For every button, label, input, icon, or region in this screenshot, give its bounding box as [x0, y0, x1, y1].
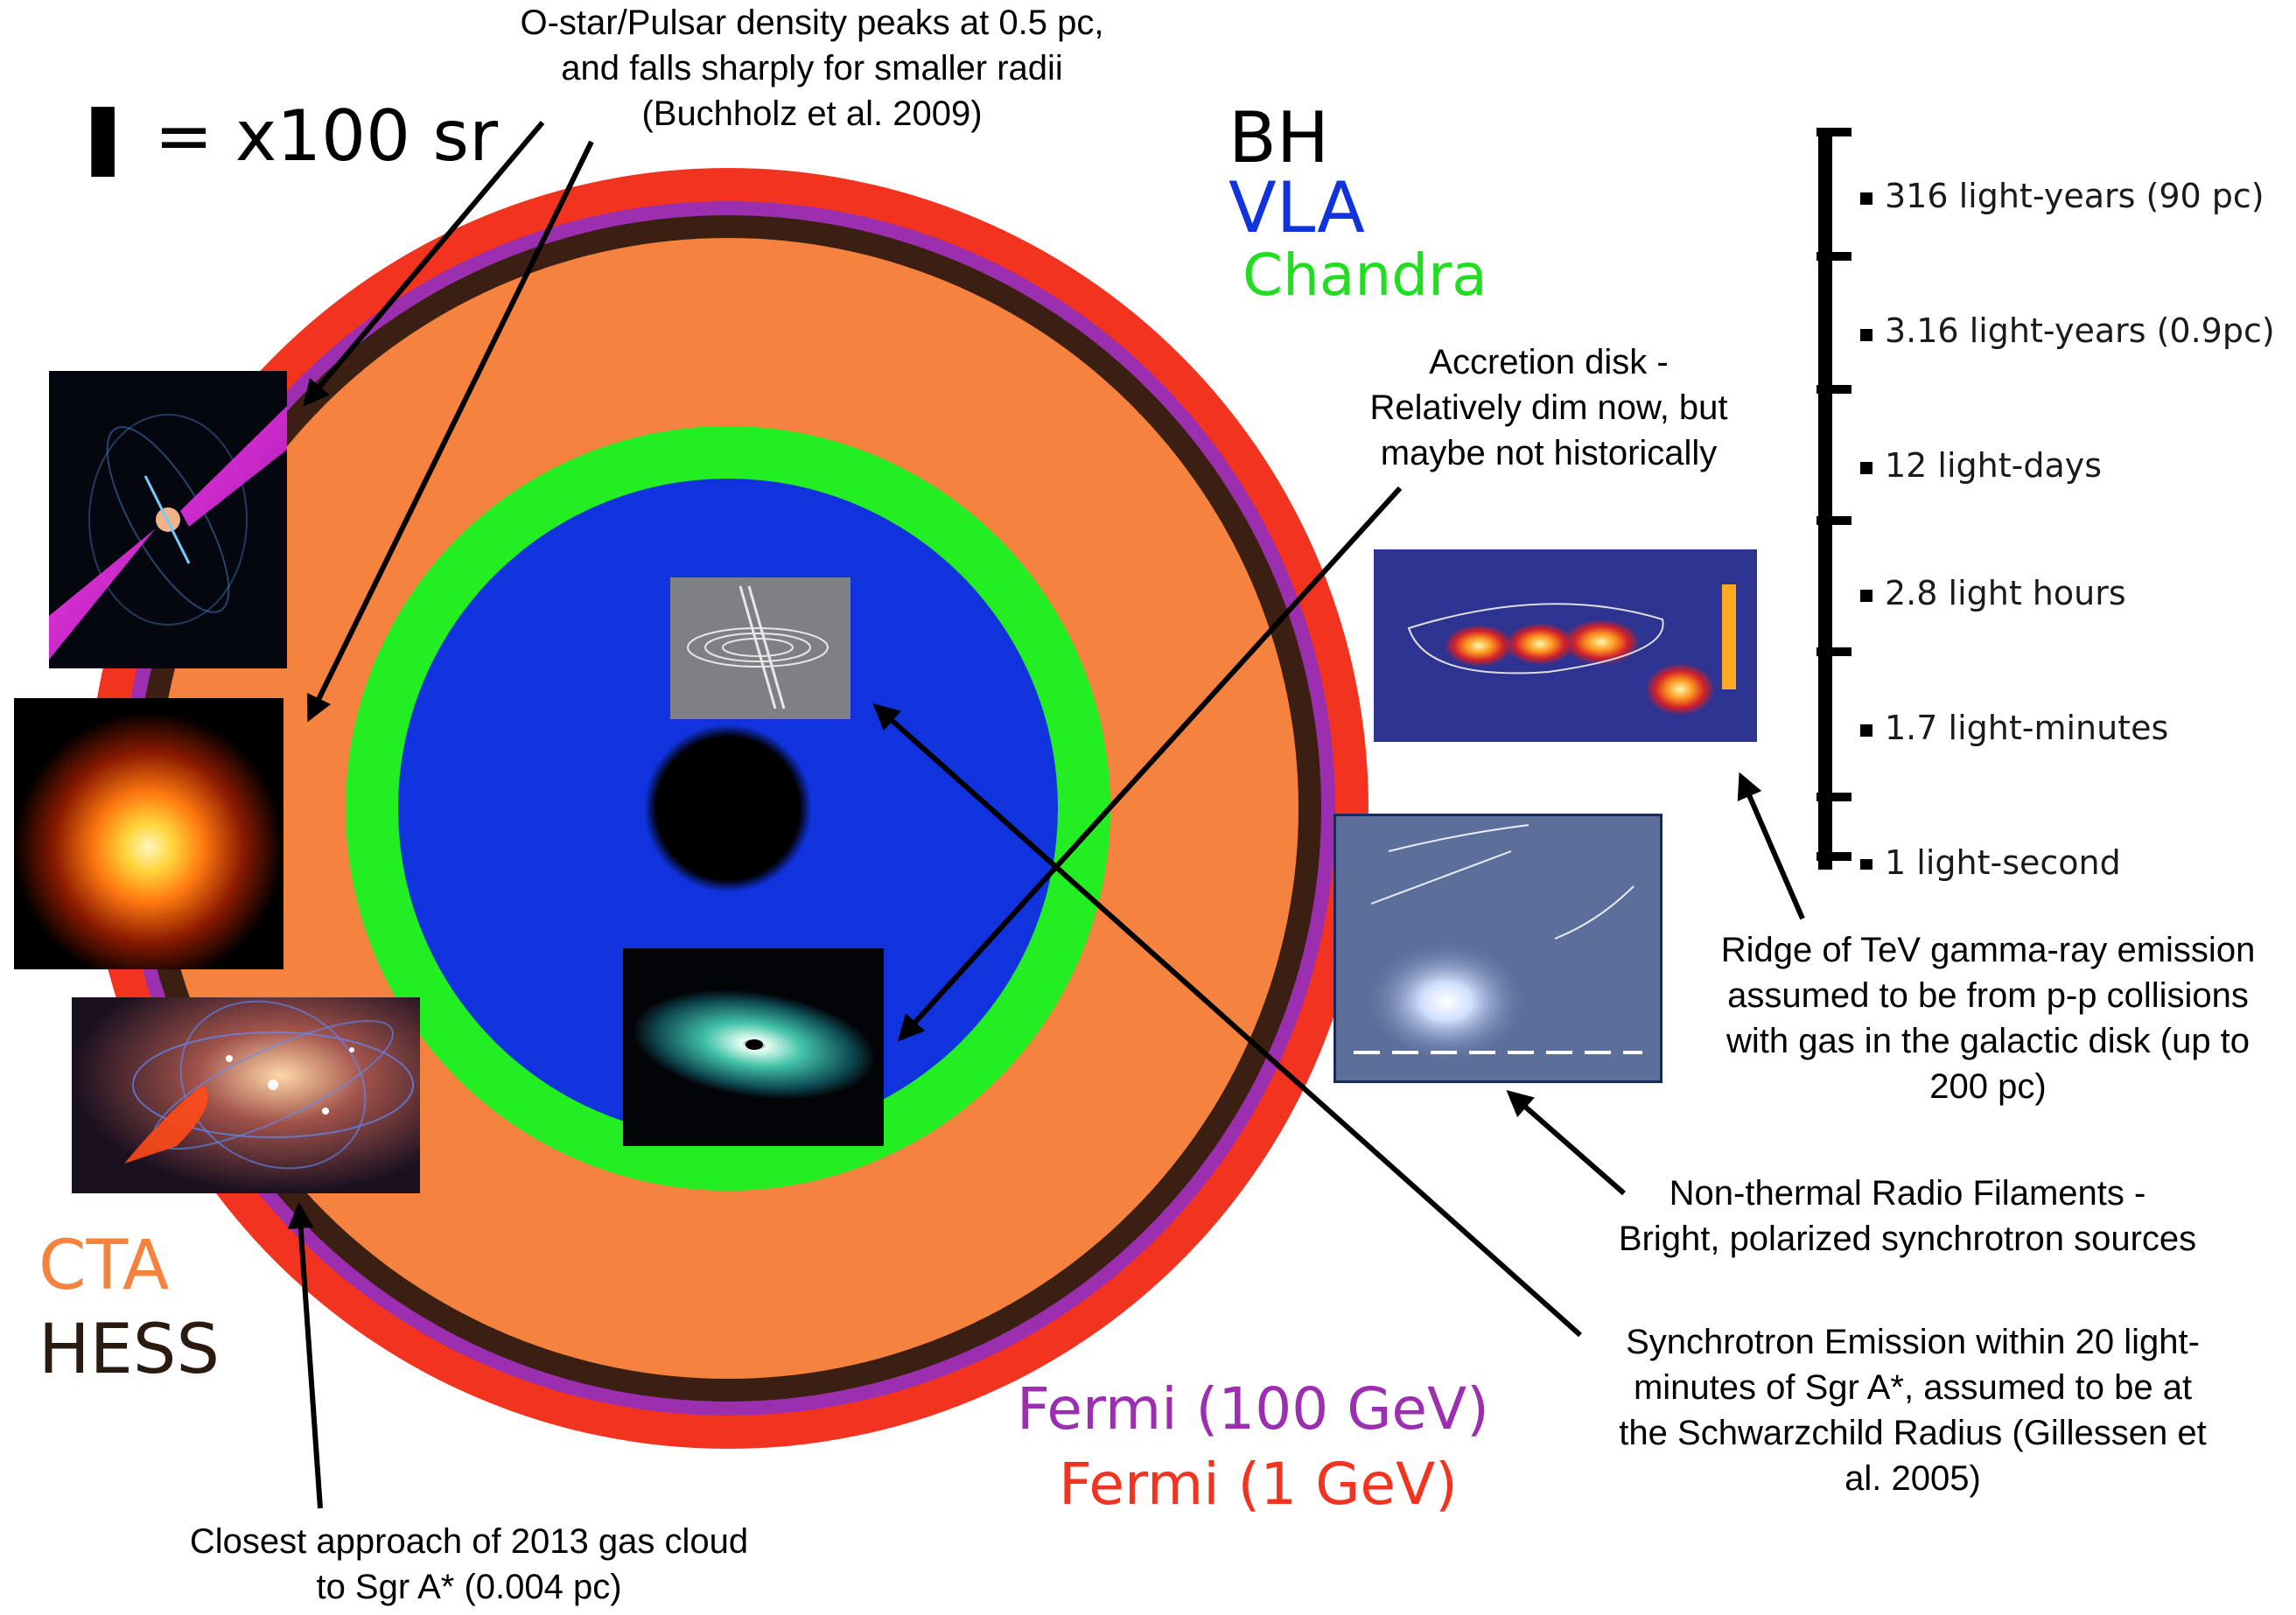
scale-tick-label: 3.16 light-years (0.9pc): [1885, 311, 2275, 350]
gas-cloud-annotation: Closest approach of 2013 gas cloud to Sg…: [189, 1522, 749, 1606]
radio-filaments-annotation: Non-thermal Radio Filaments - Bright, po…: [1618, 1174, 2197, 1258]
arrow-synchrotron-annotation-to-jet: [872, 703, 1582, 1338]
scale-tick-label: 316 light-years (90 pc): [1885, 177, 2264, 215]
gas-cloud-orbits-image: [72, 997, 420, 1193]
scale-tick-label: 12 light-days: [1885, 446, 2103, 485]
accretion-jet-diagram-image: [670, 577, 850, 719]
arrow-ridge-annotation-to-map: [1737, 772, 1805, 920]
star-cluster-glow-image: [14, 698, 284, 969]
legend-cta: CTA: [38, 1227, 170, 1305]
arrow-filaments-annotation-to-image: [1506, 1090, 1626, 1196]
legend-vla: VLA: [1228, 167, 1365, 248]
legend-bh: BH: [1228, 97, 1330, 178]
tev-ridge-annotation: Ridge of TeV gamma-ray emission assumed …: [1720, 931, 2256, 1106]
arrow-gascloud-annotation-to-image: [287, 1202, 323, 1509]
distance-scale-bar: [1816, 128, 1872, 870]
accretion-disk-annotation: Accretion disk - Relatively dim now, but…: [1369, 343, 1728, 472]
synchrotron-annotation: Synchrotron Emission within 20 light- mi…: [1619, 1323, 2207, 1498]
legend-chandra: Chandra: [1242, 241, 1488, 309]
accretion-disk-image: [623, 948, 884, 1146]
solid-angle-scale-note: ❚ = x100 sr: [74, 95, 498, 177]
black-hole-disk: [644, 724, 812, 892]
legend-fermi-100gev: Fermi (100 GeV): [1017, 1375, 1489, 1443]
arrow-ostar-to-pulsar: [303, 121, 545, 407]
arrow-ostar-to-cluster: [307, 140, 594, 723]
legend-fermi-1gev: Fermi (1 GeV): [1059, 1451, 1458, 1518]
scale-tick-label: 2.8 light hours: [1885, 574, 2126, 612]
radio-filaments-image: [1334, 814, 1662, 1083]
scale-tick-label: 1.7 light-minutes: [1885, 709, 2169, 747]
ostar-pulsar-annotation: O-star/Pulsar density peaks at 0.5 pc, a…: [520, 3, 1104, 133]
arrow-accretion-annotation-to-disk: [897, 486, 1403, 1042]
pulsar-image: [49, 371, 287, 668]
legend-hess: HESS: [38, 1311, 220, 1389]
scale-tick-label: 1 light-second: [1885, 843, 2121, 882]
tev-ridge-map-image: [1374, 549, 1757, 742]
